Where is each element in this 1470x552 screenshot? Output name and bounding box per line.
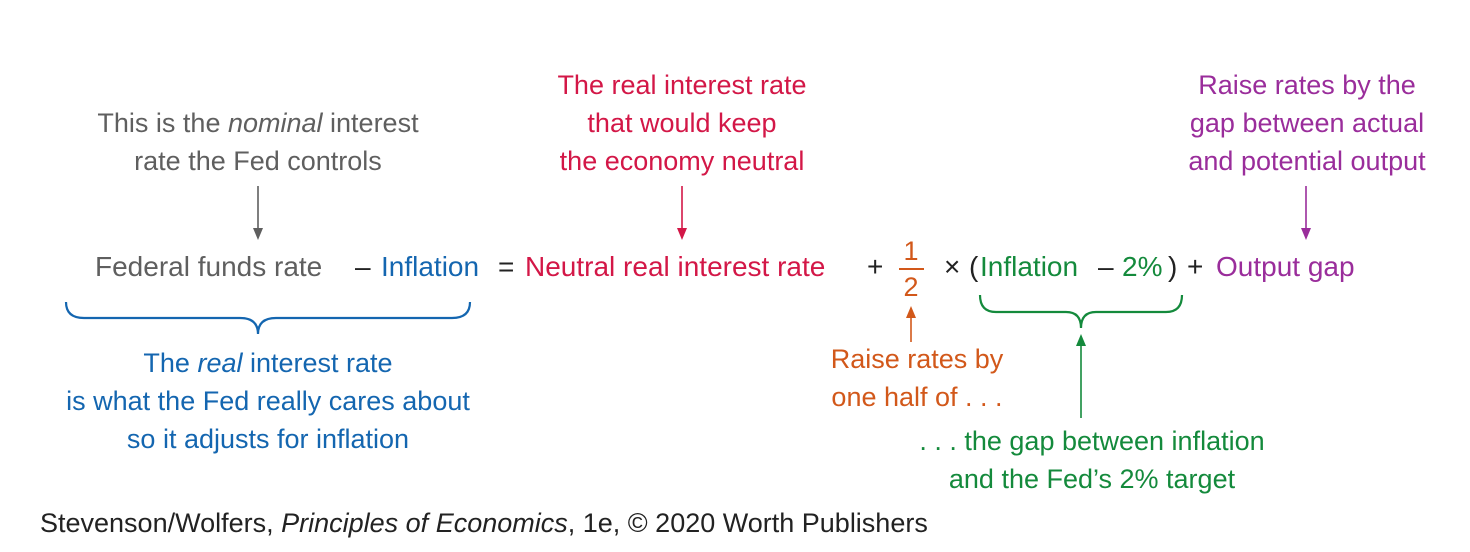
annotation-output-gap: Raise rates by the gap between actual an… (1188, 70, 1426, 176)
eq-plus-2: + (1187, 251, 1204, 282)
eq-inflation-2: Inflation (980, 251, 1079, 282)
arrow-half (906, 306, 916, 342)
eq-open-paren: ( (969, 251, 979, 282)
brace-real-rate (64, 301, 472, 335)
eq-plus-1: + (867, 251, 884, 282)
eq-minus-1: – (355, 251, 371, 282)
eq-output-gap: Output gap (1216, 251, 1355, 282)
book-title: Principles of Economics (281, 508, 568, 538)
eq-target: 2% (1122, 251, 1163, 282)
eq-times: × (944, 251, 961, 282)
eq-equals: = (498, 251, 515, 282)
annotation-inflation-gap: . . . the gap between inflation and the … (919, 426, 1265, 494)
annotation-real-rate: The real interest rate is what the Fed r… (66, 348, 470, 454)
eq-minus-2: – (1098, 251, 1114, 282)
emphasis-real: real (197, 348, 243, 378)
arrow-nominal (253, 186, 263, 240)
arrow-output-gap (1301, 186, 1311, 240)
annotation-nominal-rate: This is the nominal interest rate the Fe… (97, 108, 419, 176)
annotation-half: Raise rates by one half of . . . (830, 344, 1004, 412)
emphasis-nominal: nominal (227, 108, 323, 138)
eq-federal-funds-rate: Federal funds rate (95, 251, 323, 282)
arrow-neutral (677, 186, 687, 240)
eq-inflation: Inflation (381, 251, 480, 282)
arrow-gap-target (1076, 334, 1086, 418)
annotation-neutral-rate: The real interest rate that would keep t… (557, 70, 807, 176)
credit-line: Stevenson/Wolfers, Principles of Economi… (40, 508, 928, 538)
fraction-denominator: 2 (903, 272, 919, 302)
eq-close-paren: ) (1168, 251, 1178, 282)
fraction-numerator: 1 (903, 236, 919, 266)
brace-inflation-gap (978, 294, 1184, 329)
eq-neutral-real-interest-rate: Neutral real interest rate (525, 251, 826, 282)
